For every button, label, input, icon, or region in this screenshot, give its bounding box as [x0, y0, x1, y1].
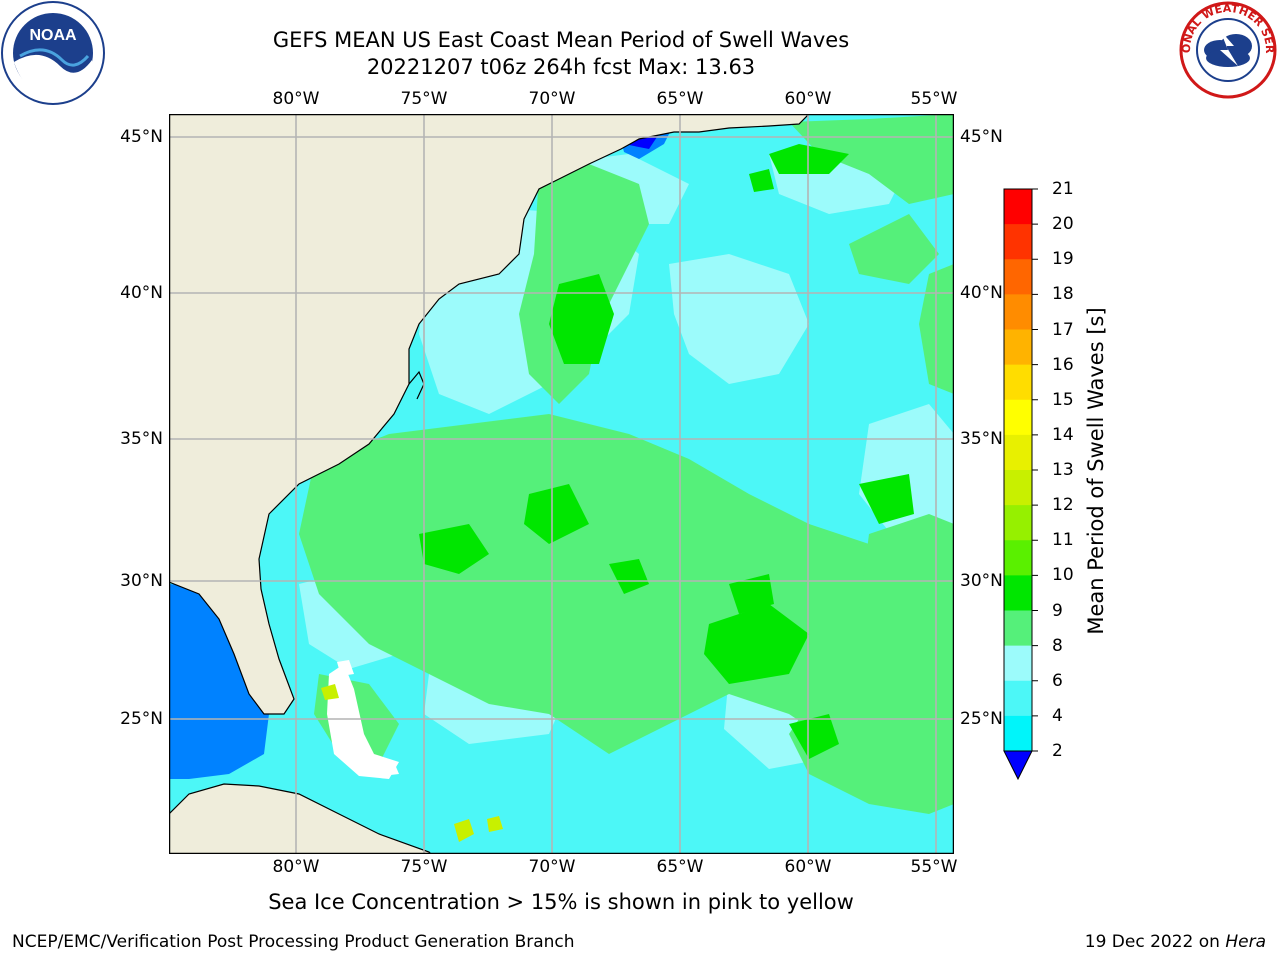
noaa-logo: NOAA: [1, 1, 105, 105]
colorbar-segment: [1004, 575, 1032, 611]
colorbar-segment: [1004, 259, 1032, 295]
colorbar-segment: [1004, 294, 1032, 330]
footer-machine: Hera: [1225, 932, 1266, 952]
colorbar-segment: [1004, 715, 1032, 752]
colorbar-tick-label: 9: [1052, 600, 1063, 621]
lat-label-left-45n: 45°N: [120, 127, 163, 147]
colorbar-tick-label: 2: [1052, 741, 1063, 761]
coastline-detail: [408, 370, 425, 400]
lat-label-right-30n: 30°N: [960, 571, 1003, 591]
colorbar-tick-label: 14: [1052, 424, 1074, 445]
colorbar-label: Mean Period of Swell Waves [s]: [1084, 307, 1108, 635]
map-area: [169, 114, 954, 854]
footer-credit: NCEP/EMC/Verification Post Processing Pr…: [12, 932, 575, 952]
colorbar-segment: [1004, 680, 1032, 717]
lon-label-bottom-65w: 65°W: [656, 857, 704, 877]
colorbar-tick-label: 10: [1052, 565, 1074, 586]
chart-title: GEFS MEAN US East Coast Mean Period of S…: [272, 28, 850, 52]
colorbar-segment: [1004, 399, 1032, 436]
lat-label-right-25n: 25°N: [960, 709, 1003, 729]
colorbar-tick-label: 18: [1052, 284, 1074, 305]
colorbar-extend-arrow: [1003, 750, 1033, 781]
lat-label-left-35n: 35°N: [120, 429, 163, 449]
swell-band-10-11: [419, 144, 914, 759]
lon-label-top-55w: 55°W: [910, 89, 958, 109]
nws-logo: NATIONAL WEATHER SERVICE: [1176, 0, 1277, 99]
lon-label-top-65w: 65°W: [656, 89, 704, 109]
lon-label-bottom-70w: 70°W: [528, 857, 576, 877]
lon-label-top-80w: 80°W: [272, 89, 320, 109]
colorbar-tick-label: 15: [1052, 389, 1074, 410]
colorbar-tick-label: 4: [1052, 705, 1063, 726]
colorbar-segment: [1004, 645, 1032, 682]
colorbar-segment: [1004, 224, 1032, 260]
lat-label-right-35n: 35°N: [960, 429, 1003, 449]
colorbar-tick-label: 16: [1052, 354, 1074, 375]
colorbar-tick-label: 6: [1052, 670, 1063, 691]
chart-subtitle: 20221207 t06z 264h fcst Max: 13.63: [366, 55, 756, 79]
svg-text:NOAA: NOAA: [29, 27, 77, 44]
lon-label-top-60w: 60°W: [784, 89, 832, 109]
footer-date-text: 19 Dec 2022 on: [1084, 932, 1220, 952]
no-data-bahamas: [327, 660, 399, 779]
lon-label-top-75w: 75°W: [400, 89, 448, 109]
lat-label-left-40n: 40°N: [120, 283, 163, 303]
colorbar-tick-label: 20: [1052, 214, 1074, 235]
colorbar-segment: [1004, 505, 1032, 541]
colorbar-tick-label: 13: [1052, 460, 1074, 480]
colorbar-segment: [1004, 610, 1032, 647]
colorbar-segment: [1004, 189, 1032, 225]
colorbar-tick-label: 12: [1052, 495, 1074, 516]
colorbar-tick-label: 8: [1052, 635, 1063, 656]
lon-label-bottom-60w: 60°W: [784, 857, 832, 877]
colorbar-tick-label: 17: [1052, 319, 1074, 340]
colorbar-segment: [1004, 540, 1032, 576]
colorbar-tick-label: 21: [1052, 179, 1074, 199]
colorbar-segment: [1004, 470, 1032, 506]
lat-label-right-45n: 45°N: [960, 127, 1003, 147]
colorbar-tick-label: 11: [1052, 530, 1074, 551]
colorbar-segment: [1004, 364, 1032, 401]
map-frame: [169, 114, 954, 854]
swell-band-12-13: [321, 684, 503, 842]
lat-label-left-30n: 30°N: [120, 571, 163, 591]
lon-label-bottom-75w: 75°W: [400, 857, 448, 877]
lon-label-top-70w: 70°W: [528, 89, 576, 109]
colorbar-segment: [1004, 329, 1032, 366]
lat-label-right-40n: 40°N: [960, 283, 1003, 303]
colorbar-segment: [1004, 434, 1032, 471]
graticule: [169, 114, 954, 854]
lon-label-bottom-55w: 55°W: [910, 857, 958, 877]
land: [169, 114, 810, 854]
colorbar-tick-label: 19: [1052, 249, 1074, 270]
footer-date: 19 Dec 2022 on Hera: [1085, 932, 1266, 952]
lat-label-left-25n: 25°N: [120, 709, 163, 729]
lon-label-bottom-80w: 80°W: [272, 857, 320, 877]
sea-ice-note: Sea Ice Concentration > 15% is shown in …: [268, 890, 854, 914]
colorbar: [1003, 188, 1038, 781]
